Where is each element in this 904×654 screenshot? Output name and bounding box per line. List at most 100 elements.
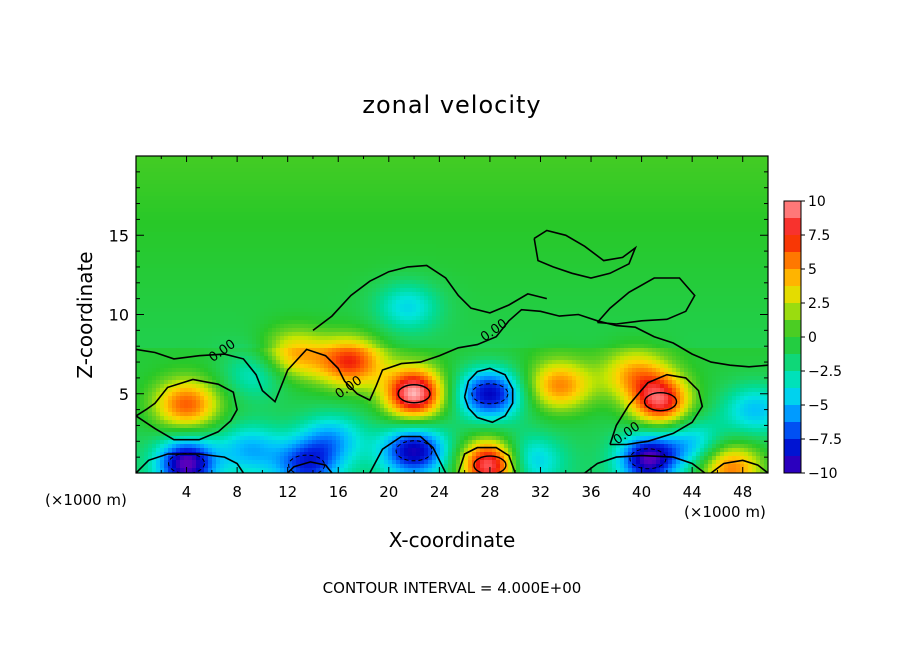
heat-cell [708, 276, 713, 281]
heat-cell [616, 192, 621, 197]
heat-cell [316, 256, 321, 261]
heat-cell [592, 184, 597, 189]
heat-cell [496, 208, 501, 213]
heat-cell [192, 172, 197, 177]
heat-cell [180, 156, 185, 161]
heat-cell [632, 228, 637, 233]
heat-cell [572, 156, 577, 161]
heat-cell [244, 252, 249, 257]
heat-cell [624, 228, 629, 233]
heat-cell [320, 192, 325, 197]
heat-cell [180, 196, 185, 201]
heat-cell [536, 244, 541, 249]
heat-cell [448, 236, 453, 241]
heat-cell [452, 228, 457, 233]
heat-cell [572, 240, 577, 245]
heat-cell [556, 220, 561, 225]
heat-cell [660, 172, 665, 177]
heat-cell [196, 268, 201, 273]
heat-cell [652, 256, 657, 261]
heat-cell [448, 240, 453, 245]
heat-cell [292, 204, 297, 209]
heat-cell [628, 264, 633, 269]
heat-cell [500, 220, 505, 225]
heat-cell [200, 208, 205, 213]
heat-cell [208, 280, 213, 285]
heat-cell [496, 164, 501, 169]
heat-cell [476, 220, 481, 225]
heat-cell [304, 256, 309, 261]
heat-cell [664, 272, 669, 277]
heat-cell [512, 216, 517, 221]
heat-cell [320, 248, 325, 253]
heat-cell [280, 248, 285, 253]
heat-cell [548, 220, 553, 225]
heat-cell [236, 192, 241, 197]
heat-cell [764, 236, 768, 241]
heat-cell [276, 208, 281, 213]
heat-cell [508, 204, 513, 209]
heat-cell [232, 212, 237, 217]
heat-cell [248, 196, 253, 201]
heat-cell [464, 164, 469, 169]
heat-cell [284, 252, 289, 257]
heat-cell [204, 216, 209, 221]
heat-cell [636, 224, 641, 229]
heat-cell [632, 232, 637, 237]
heat-cell [708, 272, 713, 277]
heat-cell [656, 160, 661, 165]
heat-cell [288, 188, 293, 193]
heat-cell [556, 248, 561, 253]
heat-cell [664, 168, 669, 173]
heat-cell [520, 260, 525, 265]
heat-cell [456, 204, 461, 209]
heat-cell [428, 280, 433, 285]
heat-cell [356, 240, 361, 245]
heat-cell [540, 164, 545, 169]
heat-cell [456, 180, 461, 185]
heat-cell [156, 232, 161, 237]
heat-cell [656, 244, 661, 249]
heat-cell [728, 168, 733, 173]
heat-cell [488, 168, 493, 173]
heat-cell [156, 252, 161, 257]
heat-cell [256, 232, 261, 237]
heat-cell [268, 236, 273, 241]
heat-cell [588, 200, 593, 205]
heat-cell [760, 236, 765, 241]
heat-cell [724, 240, 729, 245]
heat-cell [500, 168, 505, 173]
heat-cell [148, 224, 153, 229]
heat-cell [484, 224, 489, 229]
heat-cell [548, 224, 553, 229]
heat-cell [416, 232, 421, 237]
heat-cell [396, 244, 401, 249]
heat-cell [712, 248, 717, 253]
heat-cell [336, 232, 341, 237]
heat-cell [288, 256, 293, 261]
heat-cell [264, 264, 269, 269]
heat-cell [708, 164, 713, 169]
heat-cell [612, 172, 617, 177]
heat-cell [364, 200, 369, 205]
heat-cell [496, 248, 501, 253]
heat-cell [356, 228, 361, 233]
heat-cell [388, 264, 393, 269]
heat-cell [744, 192, 749, 197]
heat-cell [364, 244, 369, 249]
heat-cell [140, 244, 145, 249]
heat-cell [228, 220, 233, 225]
heat-cell [196, 232, 201, 237]
heat-cell [156, 260, 161, 265]
heat-cell [340, 252, 345, 257]
heat-cell [152, 252, 157, 257]
heat-cell [440, 200, 445, 205]
heat-cell [484, 156, 489, 161]
heat-cell [224, 280, 229, 285]
heat-cell [660, 216, 665, 221]
heat-cell [424, 172, 429, 177]
heat-cell [532, 156, 537, 161]
heat-cell [288, 268, 293, 273]
heat-cell [560, 164, 565, 169]
heat-cell [592, 188, 597, 193]
